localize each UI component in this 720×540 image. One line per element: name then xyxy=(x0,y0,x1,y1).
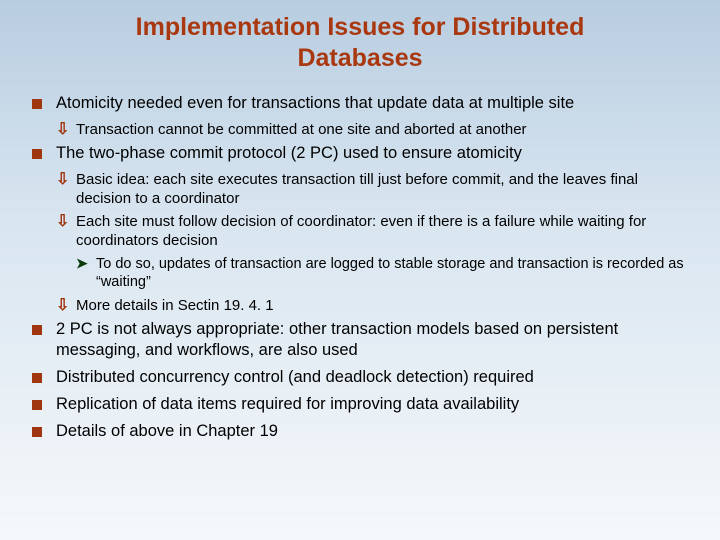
bullet-lvl3: To do so, updates of transaction are log… xyxy=(28,255,692,292)
bullet-lvl2: More details in Sectin 19. 4. 1 xyxy=(28,296,692,315)
bullet-lvl1: The two-phase commit protocol (2 PC) use… xyxy=(28,143,692,164)
bullet-lvl1: Details of above in Chapter 19 xyxy=(28,421,692,442)
bullet-lvl1: 2 PC is not always appropriate: other tr… xyxy=(28,319,692,361)
bullet-lvl1: Replication of data items required for i… xyxy=(28,394,692,415)
bullet-lvl2: Transaction cannot be committed at one s… xyxy=(28,120,692,139)
bullet-lvl1: Atomicity needed even for transactions t… xyxy=(28,93,692,114)
bullet-lvl1: Distributed concurrency control (and dea… xyxy=(28,367,692,388)
content-list: Atomicity needed even for transactions t… xyxy=(28,93,692,443)
bullet-lvl2: Basic idea: each site executes transacti… xyxy=(28,170,692,208)
slide-title: Implementation Issues for Distributed Da… xyxy=(28,12,692,75)
bullet-lvl2: Each site must follow decision of coordi… xyxy=(28,212,692,250)
